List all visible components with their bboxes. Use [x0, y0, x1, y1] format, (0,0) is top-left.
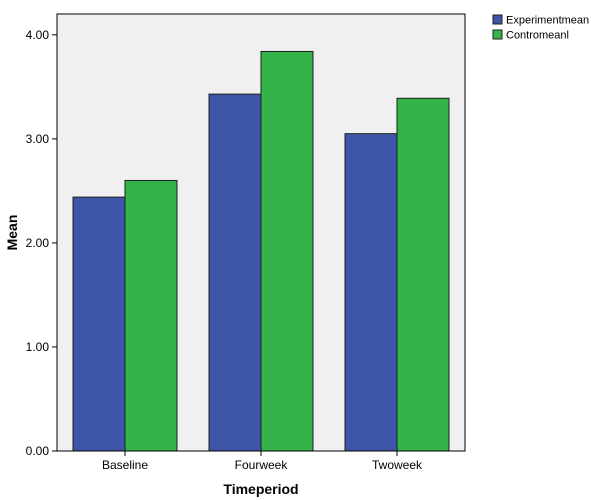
legend-swatch-experimentmean: [492, 14, 503, 25]
legend: Experimentmean Contromeanl: [492, 14, 589, 42]
y-tick-label: 1.00: [26, 340, 50, 354]
y-axis-title: Mean: [4, 215, 20, 251]
bar-experimentmean-baseline: [72, 196, 126, 452]
y-tick-label: 2.00: [26, 236, 50, 250]
x-axis-title: Timeperiod: [223, 481, 298, 497]
x-tick-label-twoweek: Twoweek: [372, 458, 423, 472]
bar-experimentmean-fourweek: [208, 93, 262, 452]
bar-contromeanl-twoweek: [396, 97, 450, 452]
y-tick-label: 4.00: [26, 28, 50, 42]
legend-swatch-contromeanl: [492, 29, 503, 40]
bar-contromeanl-fourweek: [260, 50, 314, 452]
bars-layer: [72, 50, 450, 452]
ticks-layer: 0.00 1.00 2.00 3.00 4.00 Baseline Fourweek Twow…: [26, 28, 423, 472]
bar-contromeanl-baseline: [124, 179, 178, 452]
y-tick-label: 0.00: [26, 444, 50, 458]
y-tick-label: 3.00: [26, 132, 50, 146]
x-tick-label-baseline: Baseline: [102, 458, 148, 472]
bar-experimentmean-twoweek: [344, 133, 398, 452]
legend-label-contromeanl: Contromeanl: [506, 30, 569, 42]
x-tick-label-fourweek: Fourweek: [235, 458, 289, 472]
legend-label-experimentmean: Experimentmean: [506, 15, 589, 27]
